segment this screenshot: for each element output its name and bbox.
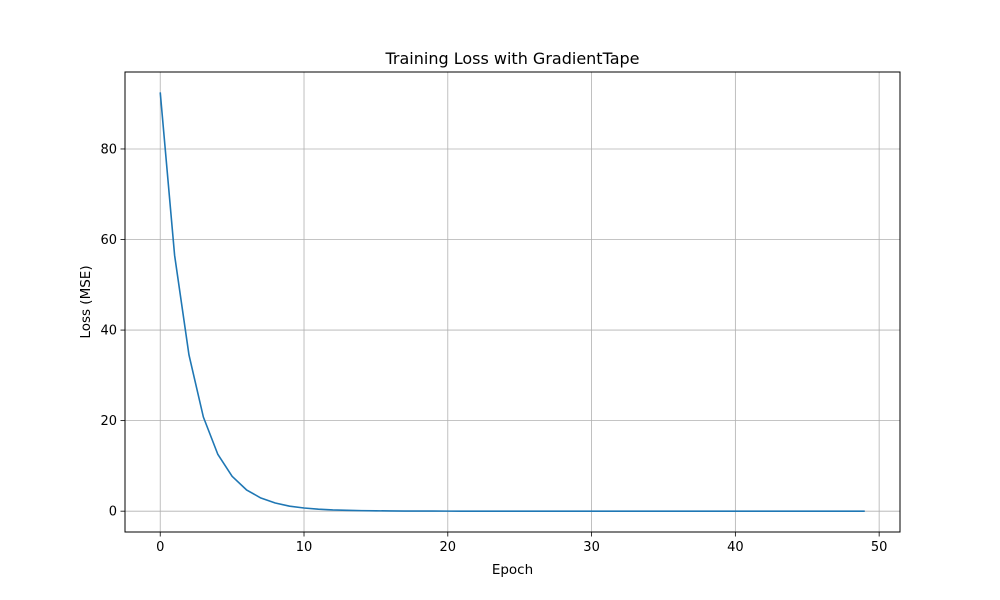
y-tick-label: 0 (109, 505, 117, 520)
x-axis-label: Epoch (492, 562, 533, 578)
x-axis-ticks: 0 10 20 30 40 50 (156, 532, 887, 555)
x-tick-label: 30 (583, 540, 600, 555)
x-tick-label: 10 (296, 540, 313, 555)
x-tick-label: 0 (156, 540, 164, 555)
x-tick-label: 50 (871, 540, 888, 555)
plot-frame (124, 71, 901, 533)
y-tick-label: 40 (100, 324, 117, 339)
y-tick-label: 60 (100, 233, 117, 248)
x-tick-label: 20 (440, 540, 457, 555)
series-layer (159, 92, 865, 512)
y-axis-ticks: 0 20 40 60 80 (100, 142, 125, 520)
y-axis-label: Loss (MSE) (78, 265, 94, 338)
loss-line (159, 92, 865, 512)
y-tick-label: 20 (100, 414, 117, 429)
chart-title: Training Loss with GradientTape (385, 49, 640, 68)
x-tick-label: 40 (727, 540, 744, 555)
y-tick-label: 80 (100, 142, 117, 157)
grid (125, 72, 900, 532)
